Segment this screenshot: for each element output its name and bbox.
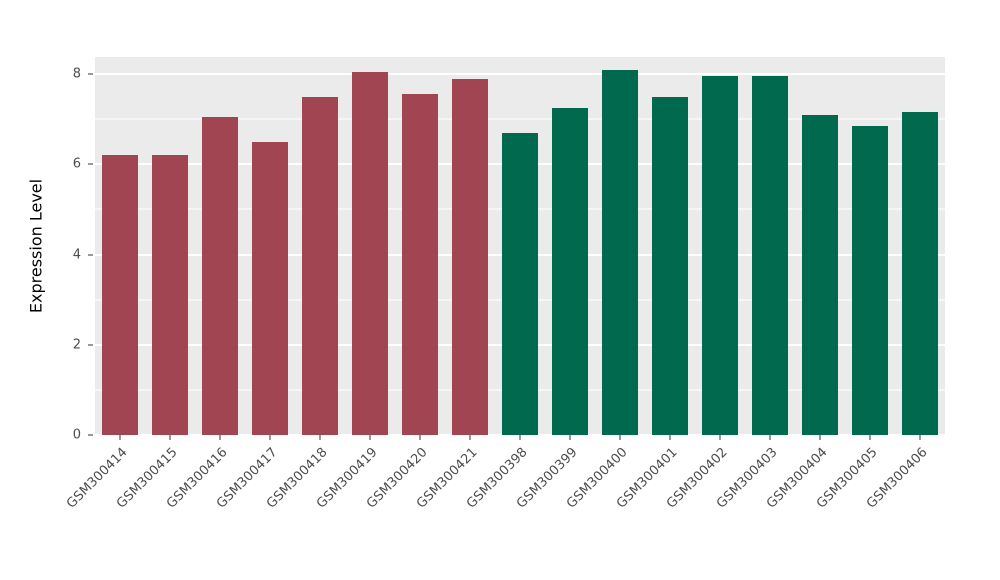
bar-slot (295, 57, 345, 435)
bar-slot (345, 57, 395, 435)
x-tick-mark (869, 435, 871, 440)
x-tick-mark (919, 435, 921, 440)
bar-slot (595, 57, 645, 435)
y-tick-label: 6 (72, 156, 81, 172)
bar (652, 96, 688, 435)
x-tick-mark (769, 435, 771, 440)
bar (802, 114, 838, 435)
bar-slot (95, 57, 145, 435)
bar (202, 117, 238, 435)
y-tick-label: 4 (72, 247, 81, 263)
x-tick-mark (719, 435, 721, 440)
x-tick-mark (519, 435, 521, 440)
bar (752, 76, 788, 435)
y-axis: 0 2 4 6 8 (0, 57, 95, 443)
bar-slot (245, 57, 295, 435)
bar (302, 96, 338, 435)
x-tick-mark (319, 435, 321, 440)
bar-slot (895, 57, 945, 435)
bar (702, 76, 738, 435)
y-tick-mark (88, 73, 93, 75)
x-tick-mark (569, 435, 571, 440)
x-tick-mark (619, 435, 621, 440)
x-tick-mark (669, 435, 671, 440)
bar (602, 69, 638, 435)
y-tick-mark (88, 163, 93, 165)
bar (902, 112, 938, 435)
bar (152, 155, 188, 435)
bar-slot (195, 57, 245, 435)
x-tick-mark (469, 435, 471, 440)
y-tick-label: 0 (72, 427, 81, 443)
y-tick-mark (88, 254, 93, 256)
x-tick-mark (119, 435, 121, 440)
bar-slot (695, 57, 745, 435)
x-tick-mark (369, 435, 371, 440)
y-tick-label: 2 (72, 337, 81, 353)
x-tick-mark (819, 435, 821, 440)
bar-slot (745, 57, 795, 435)
bar (852, 126, 888, 435)
bar (252, 141, 288, 435)
bars (95, 57, 945, 435)
x-tick-mark (419, 435, 421, 440)
minor-gridline (95, 118, 945, 120)
plot-panel (95, 57, 945, 435)
y-tick-mark (88, 434, 93, 436)
y-tick-label: 8 (72, 66, 81, 82)
bar (402, 94, 438, 435)
bar (102, 155, 138, 435)
bar-slot (145, 57, 195, 435)
x-tick-mark (269, 435, 271, 440)
bar-slot (845, 57, 895, 435)
bar-slot (795, 57, 845, 435)
bar (552, 107, 588, 435)
x-axis: GSM300414 GSM300415 GSM300416 GSM300417 GSM3… (64, 435, 945, 565)
y-tick-mark (88, 344, 93, 346)
x-tick-mark (169, 435, 171, 440)
bar-slot (445, 57, 495, 435)
bar (452, 78, 488, 435)
bar-slot (545, 57, 595, 435)
x-tick-mark (219, 435, 221, 440)
bar-slot (495, 57, 545, 435)
bar-slot (645, 57, 695, 435)
major-gridline (95, 73, 945, 76)
bar (502, 132, 538, 435)
bar (352, 71, 388, 435)
bar-slot (395, 57, 445, 435)
